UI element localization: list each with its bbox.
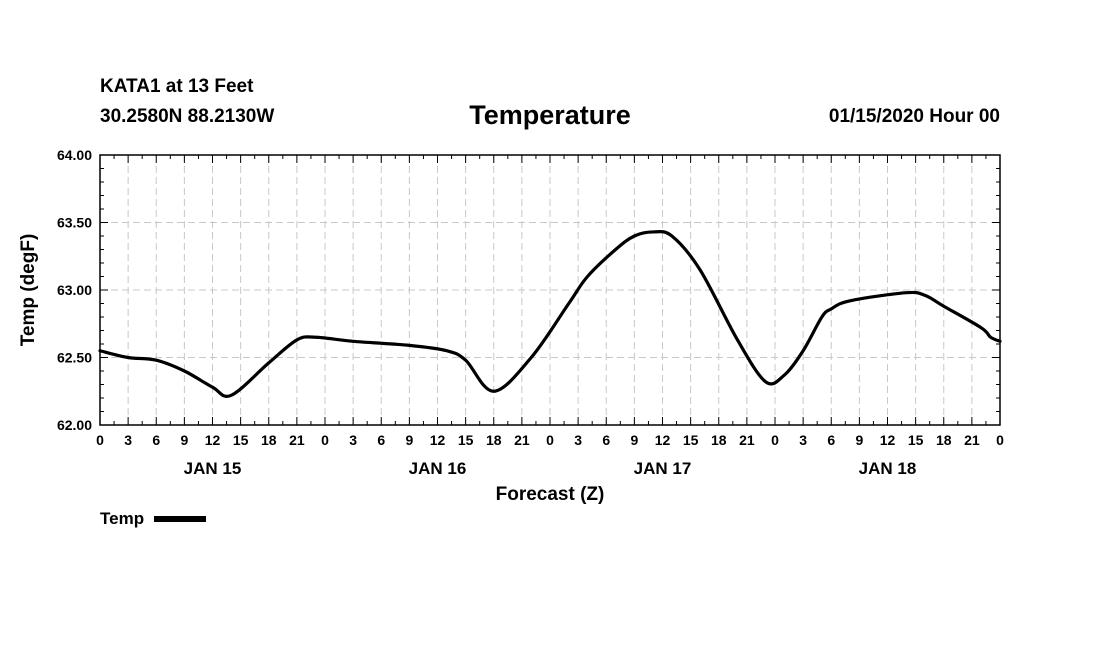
x-tick-label: 15 — [233, 432, 249, 448]
x-tick-label: 0 — [321, 432, 329, 448]
x-tick-label: 12 — [205, 432, 221, 448]
x-tick-label: 3 — [349, 432, 357, 448]
x-tick-label: 3 — [799, 432, 807, 448]
day-label: JAN 18 — [859, 459, 917, 478]
y-axis-title: Temp (degF) — [18, 234, 39, 347]
x-tick-label: 15 — [683, 432, 699, 448]
station-name: KATA1 at 13 Feet — [100, 76, 254, 97]
x-tick-label: 9 — [405, 432, 413, 448]
x-tick-label: 21 — [514, 432, 530, 448]
x-tick-label: 12 — [655, 432, 671, 448]
y-tick-label: 64.00 — [57, 147, 92, 163]
day-label: JAN 17 — [634, 459, 692, 478]
series-line-temp — [98, 229, 1002, 398]
x-tick-label: 12 — [430, 432, 446, 448]
x-tick-label: 3 — [574, 432, 582, 448]
x-tick-label: 18 — [936, 432, 952, 448]
legend: Temp — [100, 509, 207, 529]
x-axis-title: Forecast (Z) — [496, 484, 605, 505]
chart-title: Temperature — [469, 100, 631, 130]
y-tick-label: 63.50 — [57, 215, 92, 231]
x-tick-label: 6 — [827, 432, 835, 448]
day-label: JAN 15 — [184, 459, 242, 478]
forecast-issue-time: 01/15/2020 Hour 00 — [828, 106, 1000, 127]
series-layer — [98, 229, 1002, 398]
x-tick-label: 9 — [855, 432, 863, 448]
axis-labels: 0 3 6 9 12 15 18 21 0 3 6 9 12 15 18 21 0 3 6 9 12 15 18 21 0 3 6 9… — [57, 147, 1004, 478]
x-tick-label: 21 — [739, 432, 755, 448]
x-tick-label: 12 — [880, 432, 896, 448]
day-label: JAN 16 — [409, 459, 467, 478]
y-tick-label: 62.50 — [57, 350, 92, 366]
x-tick-label: 9 — [180, 432, 188, 448]
x-tick-label: 0 — [771, 432, 779, 448]
x-tick-label: 0 — [996, 432, 1004, 448]
y-tick-label: 62.00 — [57, 417, 92, 433]
x-tick-label: 18 — [711, 432, 727, 448]
x-tick-label: 6 — [152, 432, 160, 448]
x-tick-label: 0 — [96, 432, 104, 448]
x-tick-label: 6 — [377, 432, 385, 448]
x-tick-label: 15 — [458, 432, 474, 448]
x-tick-label: 18 — [261, 432, 277, 448]
legend-label: Temp — [100, 509, 145, 528]
x-tick-label: 3 — [124, 432, 132, 448]
x-tick-label: 9 — [630, 432, 638, 448]
legend-swatch — [154, 516, 207, 522]
x-tick-label: 21 — [289, 432, 305, 448]
station-coordinates: 30.2580N 88.2130W — [100, 106, 275, 127]
y-tick-label: 63.00 — [57, 282, 92, 298]
x-tick-label: 18 — [486, 432, 502, 448]
plot-frame — [99, 154, 1001, 426]
x-tick-label: 21 — [964, 432, 980, 448]
x-tick-label: 6 — [602, 432, 610, 448]
x-tick-label: 0 — [546, 432, 554, 448]
x-tick-label: 15 — [908, 432, 924, 448]
gridlines — [100, 155, 1000, 425]
